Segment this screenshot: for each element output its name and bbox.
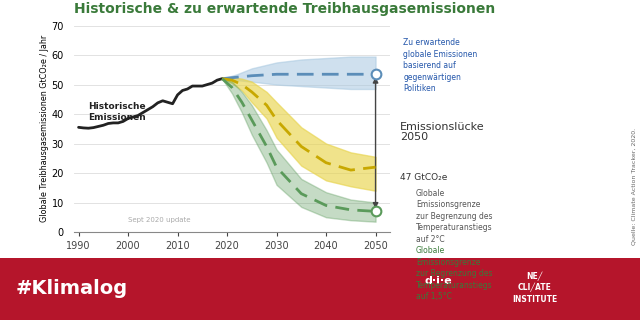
Text: NE╱
CLI╱ATE
INSTITUTE: NE╱ CLI╱ATE INSTITUTE	[512, 272, 557, 304]
Y-axis label: Globale Treibhausgasemissionen GtCO₂e / Jahr: Globale Treibhausgasemissionen GtCO₂e / …	[40, 35, 49, 222]
Text: d·i·e: d·i·e	[424, 276, 452, 286]
Text: Zu erwartende
globale Emissionen
basierend auf
gegenwärtigen
Politiken: Zu erwartende globale Emissionen basiere…	[403, 38, 477, 93]
Text: Globale
Emissionsgrenze
zur Begrenzung des
Temperaturanstiegs
auf 2°C: Globale Emissionsgrenze zur Begrenzung d…	[416, 189, 493, 244]
Text: 47 GtCO₂e: 47 GtCO₂e	[400, 173, 447, 182]
Text: Sept 2020 update: Sept 2020 update	[128, 217, 191, 223]
Text: Emissionslücke
2050: Emissionslücke 2050	[400, 122, 484, 142]
Text: Quelle: Climate Action Tracker, 2020.: Quelle: Climate Action Tracker, 2020.	[632, 128, 637, 245]
Text: Globale
Emissionsgrenze
zur Begrenzung des
Temperaturanstiegs
auf 1,5°C: Globale Emissionsgrenze zur Begrenzung d…	[416, 246, 493, 301]
Text: #Klimalog: #Klimalog	[16, 279, 128, 298]
Text: Historische & zu erwartende Treibhausgasemissionen: Historische & zu erwartende Treibhausgas…	[74, 2, 495, 16]
Text: Historische
Emissionen: Historische Emissionen	[88, 102, 146, 122]
